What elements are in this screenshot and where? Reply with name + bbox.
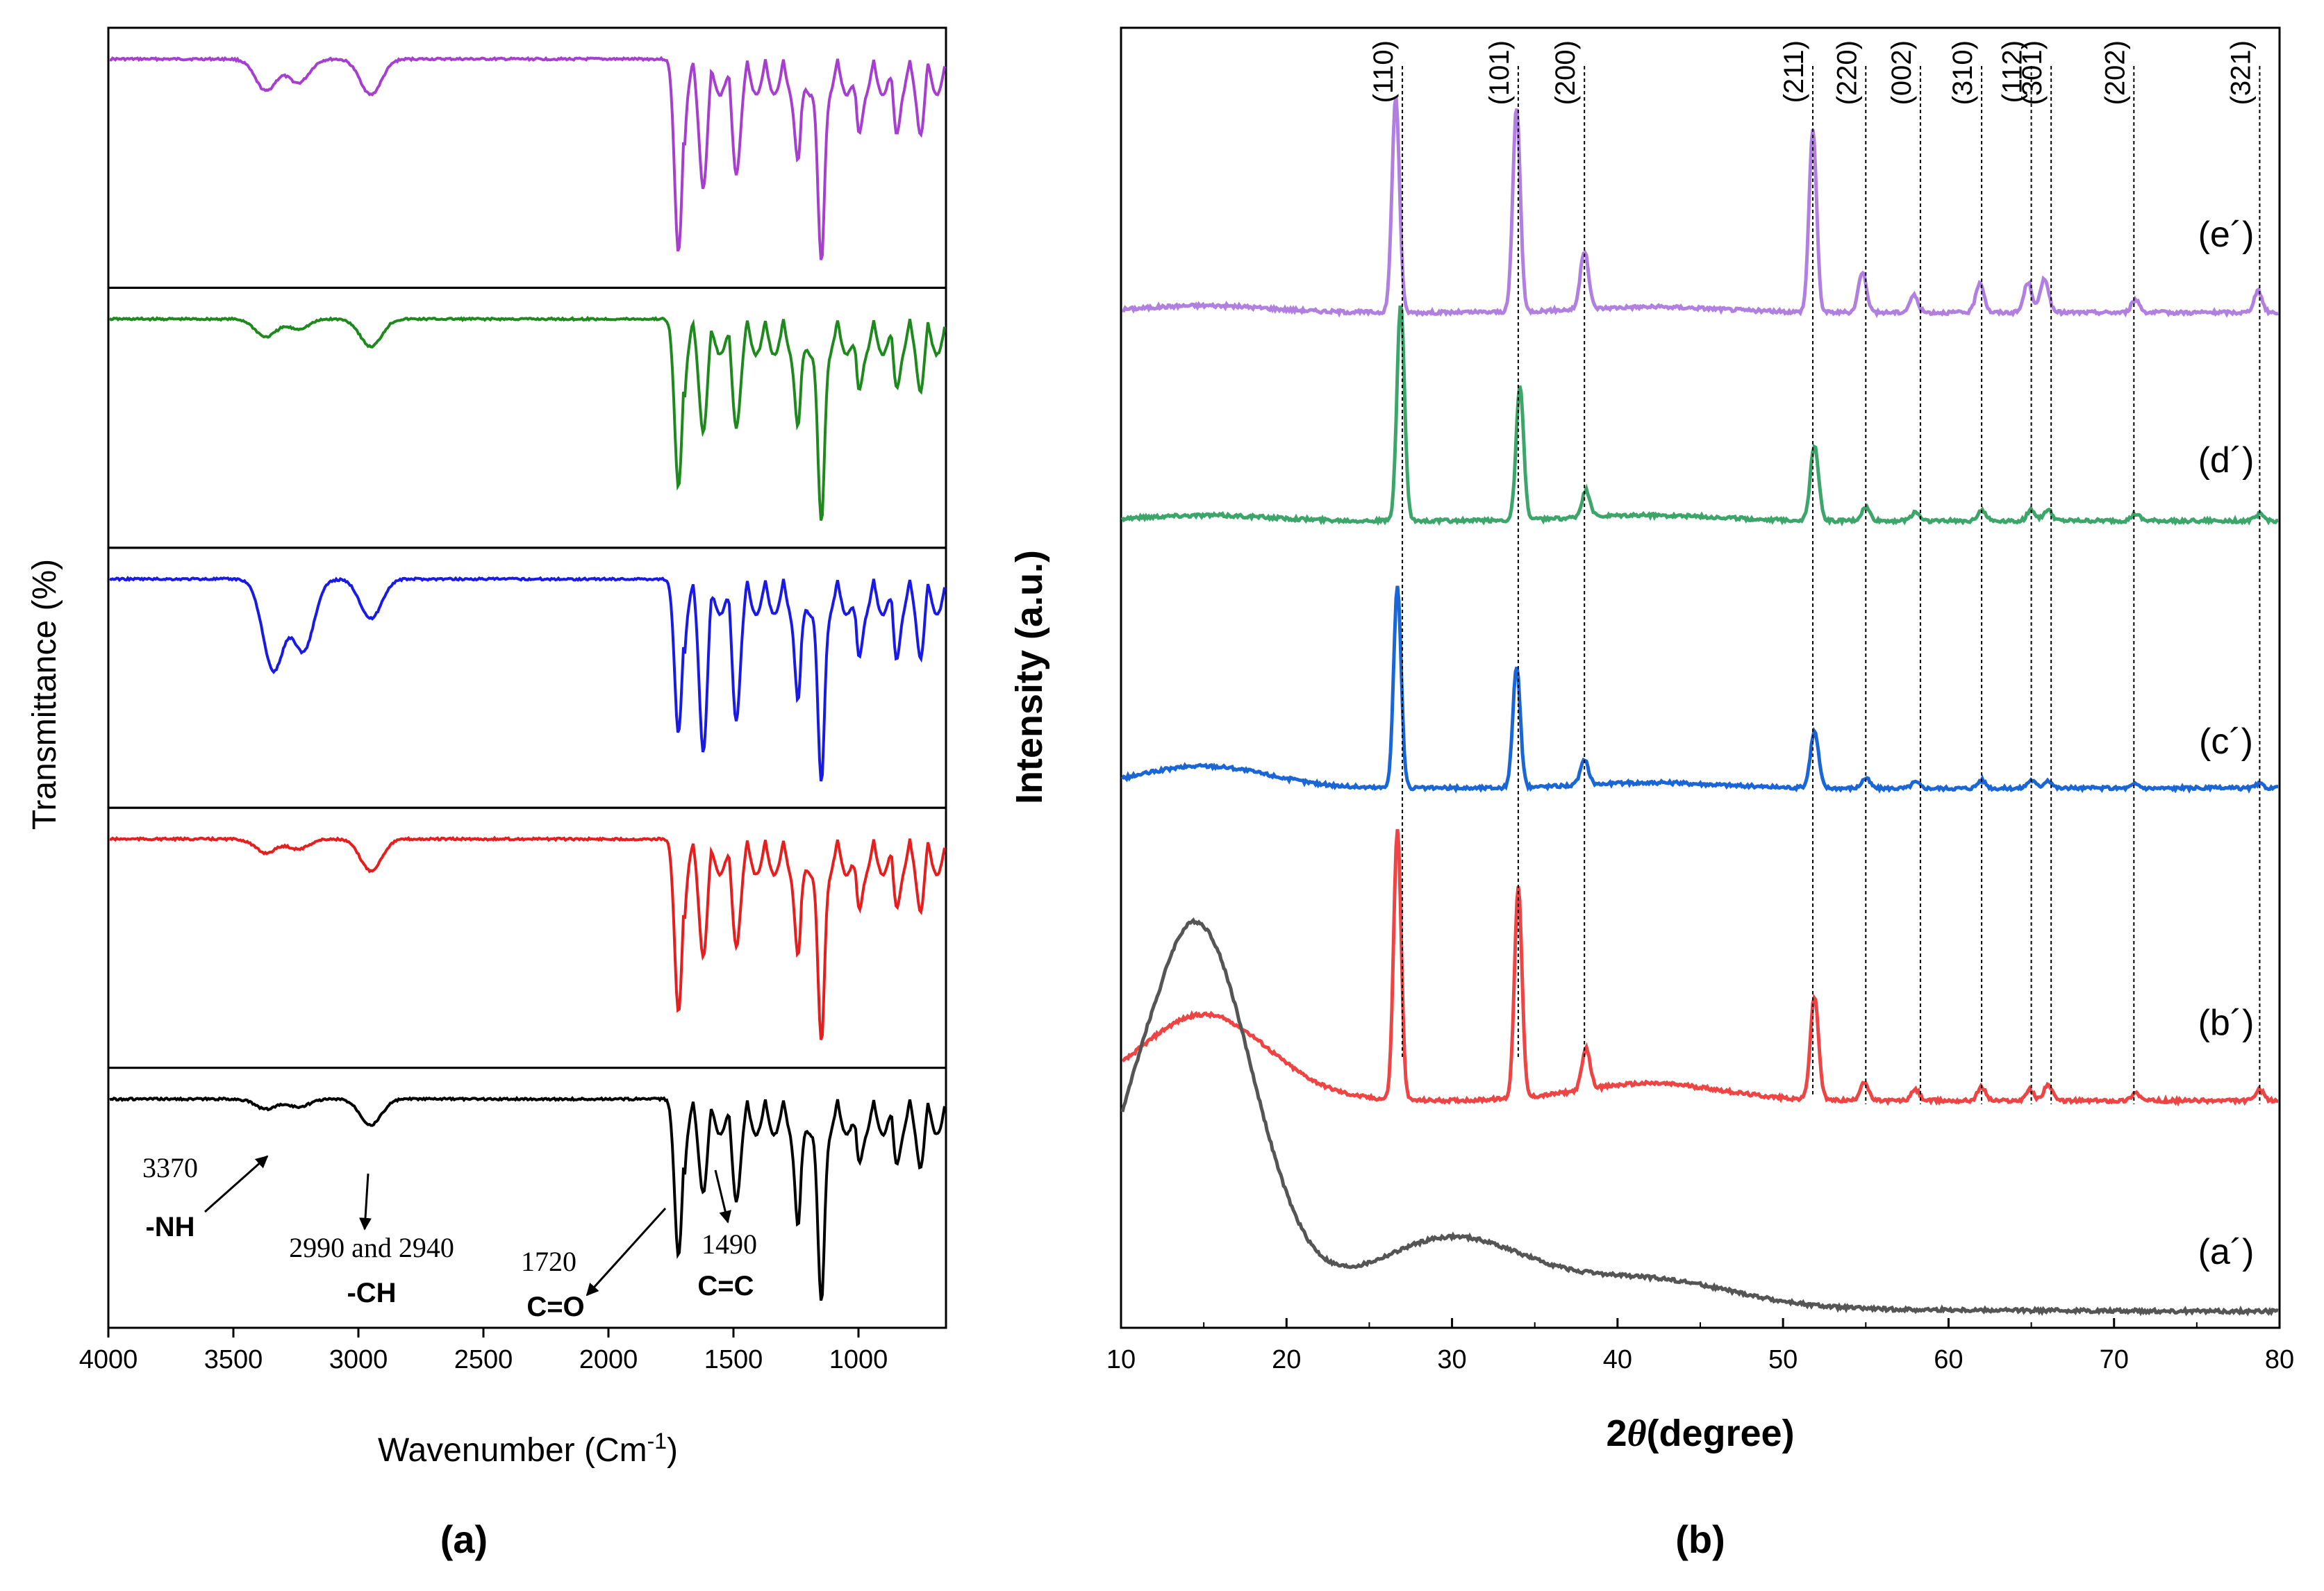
- ftir-series-line: [109, 835, 946, 1040]
- ftir-series-line: [108, 315, 946, 521]
- x-tick-label: 3500: [204, 1345, 263, 1374]
- x-tick-label: 1500: [704, 1345, 763, 1374]
- annotation-arrow: [359, 1173, 372, 1231]
- annotation-arrow: [714, 1169, 731, 1224]
- reflection-label: (112): [1998, 40, 2028, 103]
- ftir-series-line: [109, 576, 946, 782]
- reflection-label: (002): [1886, 40, 1917, 105]
- reflection-label: (211): [1779, 40, 1809, 103]
- panel-a-x-label: Wavenumber (Cm-1): [378, 1428, 678, 1469]
- annotation-wavenumber: 1490: [702, 1228, 757, 1260]
- annotation-group: C=O: [526, 1292, 584, 1322]
- annotation-wavenumber: 3370: [142, 1152, 198, 1183]
- x-tick-label: 4000: [79, 1345, 138, 1374]
- x-tick-label: 20: [1272, 1345, 1301, 1374]
- panel-b-y-label: Intensity (a.u.): [1009, 550, 1050, 804]
- reflection-label: (301): [2017, 40, 2048, 105]
- panel-b-label: (b): [1675, 1517, 1725, 1561]
- sample-label: (b´): [2198, 1003, 2255, 1043]
- x-tick-label: 50: [1768, 1345, 1798, 1374]
- annotation-arrow: [204, 1155, 269, 1213]
- xrd-series-line: [1122, 97, 2279, 319]
- reflection-label: (101): [1484, 40, 1515, 105]
- x-tick-label: 2000: [579, 1345, 638, 1374]
- panel-b: (110) (101) (200) (211) (220) (002) (310) (112)…: [1009, 26, 2294, 1561]
- x-tick-label: 2500: [454, 1345, 513, 1374]
- sample-label: (d´): [2198, 440, 2255, 481]
- annotation-group: -NH: [145, 1212, 194, 1242]
- x-tick-label: 3000: [329, 1345, 388, 1374]
- x-tick-label: 10: [1106, 1345, 1136, 1374]
- reflection-label: (220): [1832, 40, 1862, 105]
- annotation-wavenumber: 2990 and 2940: [289, 1232, 454, 1263]
- reflection-label: (321): [2225, 40, 2256, 105]
- reflection-label: (202): [2100, 40, 2130, 105]
- annotation-group: -CH: [347, 1278, 396, 1308]
- panel-b-x-label: 2θ(degree): [1606, 1413, 1794, 1454]
- panel-a-label: (a): [440, 1517, 488, 1561]
- panel-a: 4000 3500 3000 2500 2000 1500 1000 3370 -NH 2990…: [26, 26, 947, 1561]
- x-tick-label: 80: [2265, 1345, 2294, 1374]
- panel-a-y-label: Transmittance (%): [26, 559, 63, 830]
- sample-label: (c´): [2199, 722, 2253, 762]
- sample-label: (e´): [2198, 215, 2255, 255]
- ftir-series-line: [109, 56, 946, 260]
- x-tick-label: 1000: [829, 1345, 888, 1374]
- ftir-series-line: [109, 1096, 946, 1301]
- reflection-label: (110): [1368, 40, 1399, 103]
- xrd-series-line: [1120, 917, 2279, 1317]
- annotation-arrow: [586, 1207, 667, 1297]
- panel-b-frame: [1120, 26, 2281, 1329]
- annotation-wavenumber: 1720: [521, 1246, 576, 1277]
- x-tick-label: 30: [1437, 1345, 1466, 1374]
- reflection-label: (310): [1948, 40, 1978, 105]
- xrd-series-line: [1121, 828, 2279, 1107]
- x-tick-label: 40: [1603, 1345, 1632, 1374]
- annotation-group: C=C: [697, 1271, 754, 1301]
- xrd-series-line: [1120, 305, 2279, 527]
- xrd-series-line: [1120, 585, 2279, 794]
- x-tick-label: 60: [1934, 1345, 1963, 1374]
- ftir-band-frame: [107, 1067, 947, 1329]
- x-tick-label: 70: [2100, 1345, 2129, 1374]
- reflection-label: (200): [1550, 40, 1581, 105]
- sample-label: (a´): [2198, 1232, 2255, 1272]
